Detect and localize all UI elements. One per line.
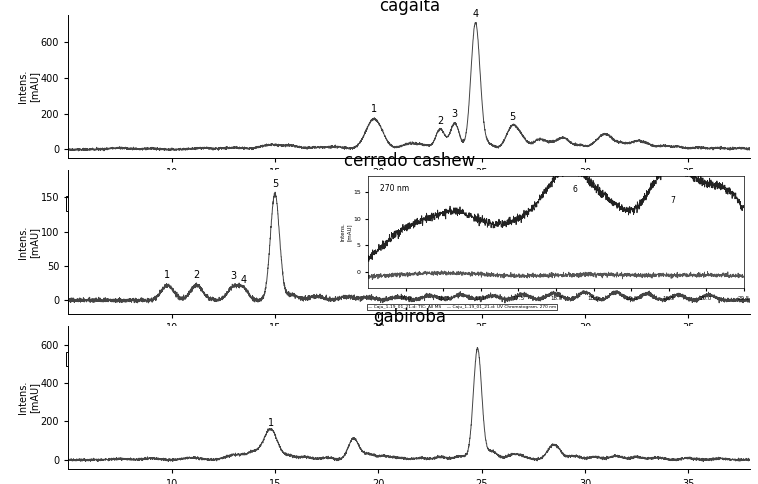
Y-axis label: Intens.
[mAU]: Intens. [mAU] xyxy=(17,226,39,258)
Y-axis label: Intens.
[mAU]: Intens. [mAU] xyxy=(17,70,39,103)
Text: 4: 4 xyxy=(472,9,478,19)
Text: 4: 4 xyxy=(241,274,247,285)
Title: cagaita: cagaita xyxy=(379,0,440,15)
Text: 3: 3 xyxy=(230,271,236,281)
Text: 3: 3 xyxy=(452,109,458,119)
Y-axis label: Intens.
[mAU]: Intens. [mAU] xyxy=(17,381,39,414)
Text: — Caju_1-19_01_24.d: UV Chromatogram, 525 nm: — Caju_1-19_01_24.d: UV Chromatogram, 52… xyxy=(68,354,295,363)
Text: 1: 1 xyxy=(268,418,274,428)
Text: 2: 2 xyxy=(193,270,199,280)
Text: 5: 5 xyxy=(509,112,515,121)
Title: cerrado cashew: cerrado cashew xyxy=(343,152,475,170)
Text: Time [min]: Time [min] xyxy=(697,339,750,349)
Text: Time [min]: Time [min] xyxy=(697,183,750,194)
Title: gabiroba: gabiroba xyxy=(373,307,446,326)
Text: 5: 5 xyxy=(272,179,278,189)
Text: 1: 1 xyxy=(164,270,171,280)
Text: — Cgt1_1-15_01_16.d: UV Chromatogram, 270 nm: — Cgt1_1-15_01_16.d: UV Chromatogram, 27… xyxy=(68,199,296,208)
Text: 2: 2 xyxy=(437,116,443,125)
Text: 1: 1 xyxy=(371,105,377,114)
